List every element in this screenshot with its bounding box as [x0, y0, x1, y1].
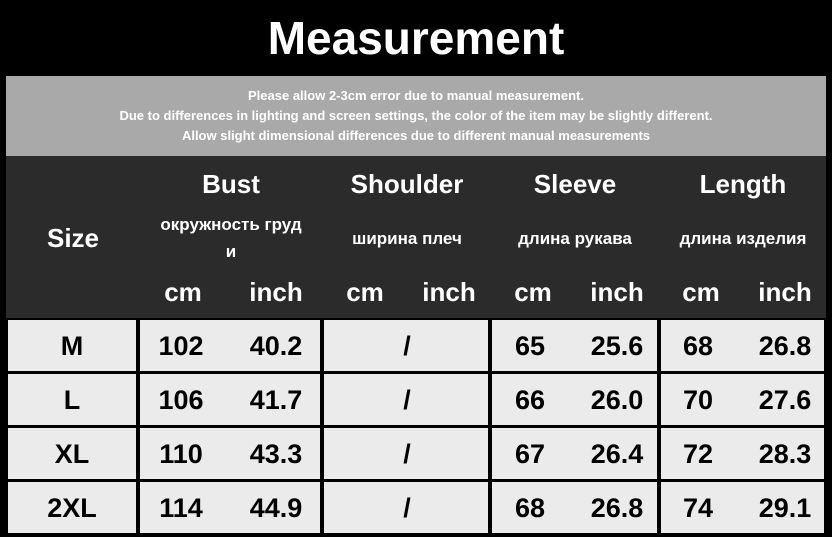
cell-length-in: 27.6: [758, 385, 812, 415]
table-cell: [661, 428, 824, 479]
cell-size: M: [60, 331, 84, 361]
cell-bust-in: 43.3: [249, 439, 303, 469]
header-shoulder-cm: cm: [346, 277, 384, 307]
table-cell: [492, 320, 657, 371]
table-body: M 102 40.2 / 65 25.6 68 26.8 L 106 41.7 / 66 26.0 70 27…: [6, 318, 826, 535]
note-line: Please allow 2-3cm error due to manual m…: [248, 88, 584, 103]
table-cell: [8, 320, 136, 371]
cell-size: XL: [54, 439, 90, 469]
cell-sleeve-in: 25.6: [590, 331, 644, 361]
table-cell: [324, 428, 488, 479]
header-bust-inch: inch: [249, 277, 303, 307]
cell-sleeve-cm: 67: [514, 439, 546, 469]
cell-bust-in: 41.7: [249, 385, 303, 415]
header-bust: Bust: [202, 169, 260, 199]
table-cell: [492, 482, 657, 533]
cell-bust-cm: 102: [158, 331, 204, 361]
header-shoulder: Shoulder: [350, 169, 464, 199]
table-cell: [492, 374, 657, 425]
table-cell: [324, 320, 488, 371]
cell-length-cm: 72: [682, 439, 714, 469]
cell-sleeve-cm: 68: [514, 493, 546, 523]
header-sleeve-inch: inch: [590, 277, 644, 307]
header-bust-ru-cont: и: [225, 242, 237, 261]
table-cell: [661, 320, 824, 371]
header-length: Length: [699, 169, 787, 199]
table-cell: [8, 374, 136, 425]
header-size: Size: [46, 223, 100, 253]
table-cell: [8, 428, 136, 479]
cell-sleeve-cm: 66: [514, 385, 546, 415]
header-sleeve-cm: cm: [514, 277, 552, 307]
cell-length-in: 28.3: [758, 439, 812, 469]
cell-sleeve-cm: 65: [514, 331, 546, 361]
table-cell: [140, 482, 320, 533]
cell-sleeve-in: 26.0: [590, 385, 644, 415]
cell-shoulder: /: [403, 331, 411, 361]
table-cell: [140, 374, 320, 425]
cell-length-cm: 74: [682, 493, 714, 523]
table-cell: [324, 374, 488, 425]
header-sleeve: Sleeve: [533, 169, 617, 199]
cell-bust-in: 44.9: [249, 493, 303, 523]
title-band: Measurement: [0, 0, 832, 76]
table-cell: [661, 374, 824, 425]
cell-bust-cm: 106: [158, 385, 204, 415]
header-length-ru: длина изделия: [679, 229, 807, 248]
table-cell: [661, 482, 824, 533]
cell-sleeve-in: 26.4: [590, 439, 644, 469]
table-header: Size Bust окружность груд и cm inch Shou…: [6, 156, 826, 318]
table-cell: [8, 482, 136, 533]
cell-length-in: 29.1: [758, 493, 812, 523]
table-cell: [324, 482, 488, 533]
page-title: Measurement: [267, 12, 565, 64]
table-cell: [492, 428, 657, 479]
cell-size: 2XL: [47, 493, 97, 523]
cell-bust-cm: 114: [159, 493, 203, 523]
header-length-inch: inch: [758, 277, 812, 307]
header-shoulder-ru: ширина плеч: [352, 229, 462, 248]
table-cell: [140, 320, 320, 371]
note-line: Due to differences in lighting and scree…: [119, 108, 713, 123]
cell-bust-cm: 110: [159, 439, 203, 469]
notes-panel: Please allow 2-3cm error due to manual m…: [6, 76, 826, 156]
cell-shoulder: /: [403, 439, 411, 469]
header-bust-ru: окружность груд: [160, 215, 302, 234]
header-sleeve-ru: длина рукава: [518, 229, 632, 248]
note-line: Allow slight dimensional differences due…: [181, 128, 651, 143]
cell-size: L: [63, 385, 81, 415]
cell-length-in: 26.8: [758, 331, 812, 361]
header-shoulder-inch: inch: [422, 277, 476, 307]
cell-sleeve-in: 26.8: [590, 493, 644, 523]
cell-length-cm: 68: [682, 331, 714, 361]
cell-length-cm: 70: [682, 385, 714, 415]
table-cell: [140, 428, 320, 479]
cell-shoulder: /: [403, 385, 411, 415]
cell-shoulder: /: [403, 493, 411, 523]
cell-bust-in: 40.2: [249, 331, 303, 361]
header-length-cm: cm: [682, 277, 720, 307]
header-bust-cm: cm: [164, 277, 202, 307]
